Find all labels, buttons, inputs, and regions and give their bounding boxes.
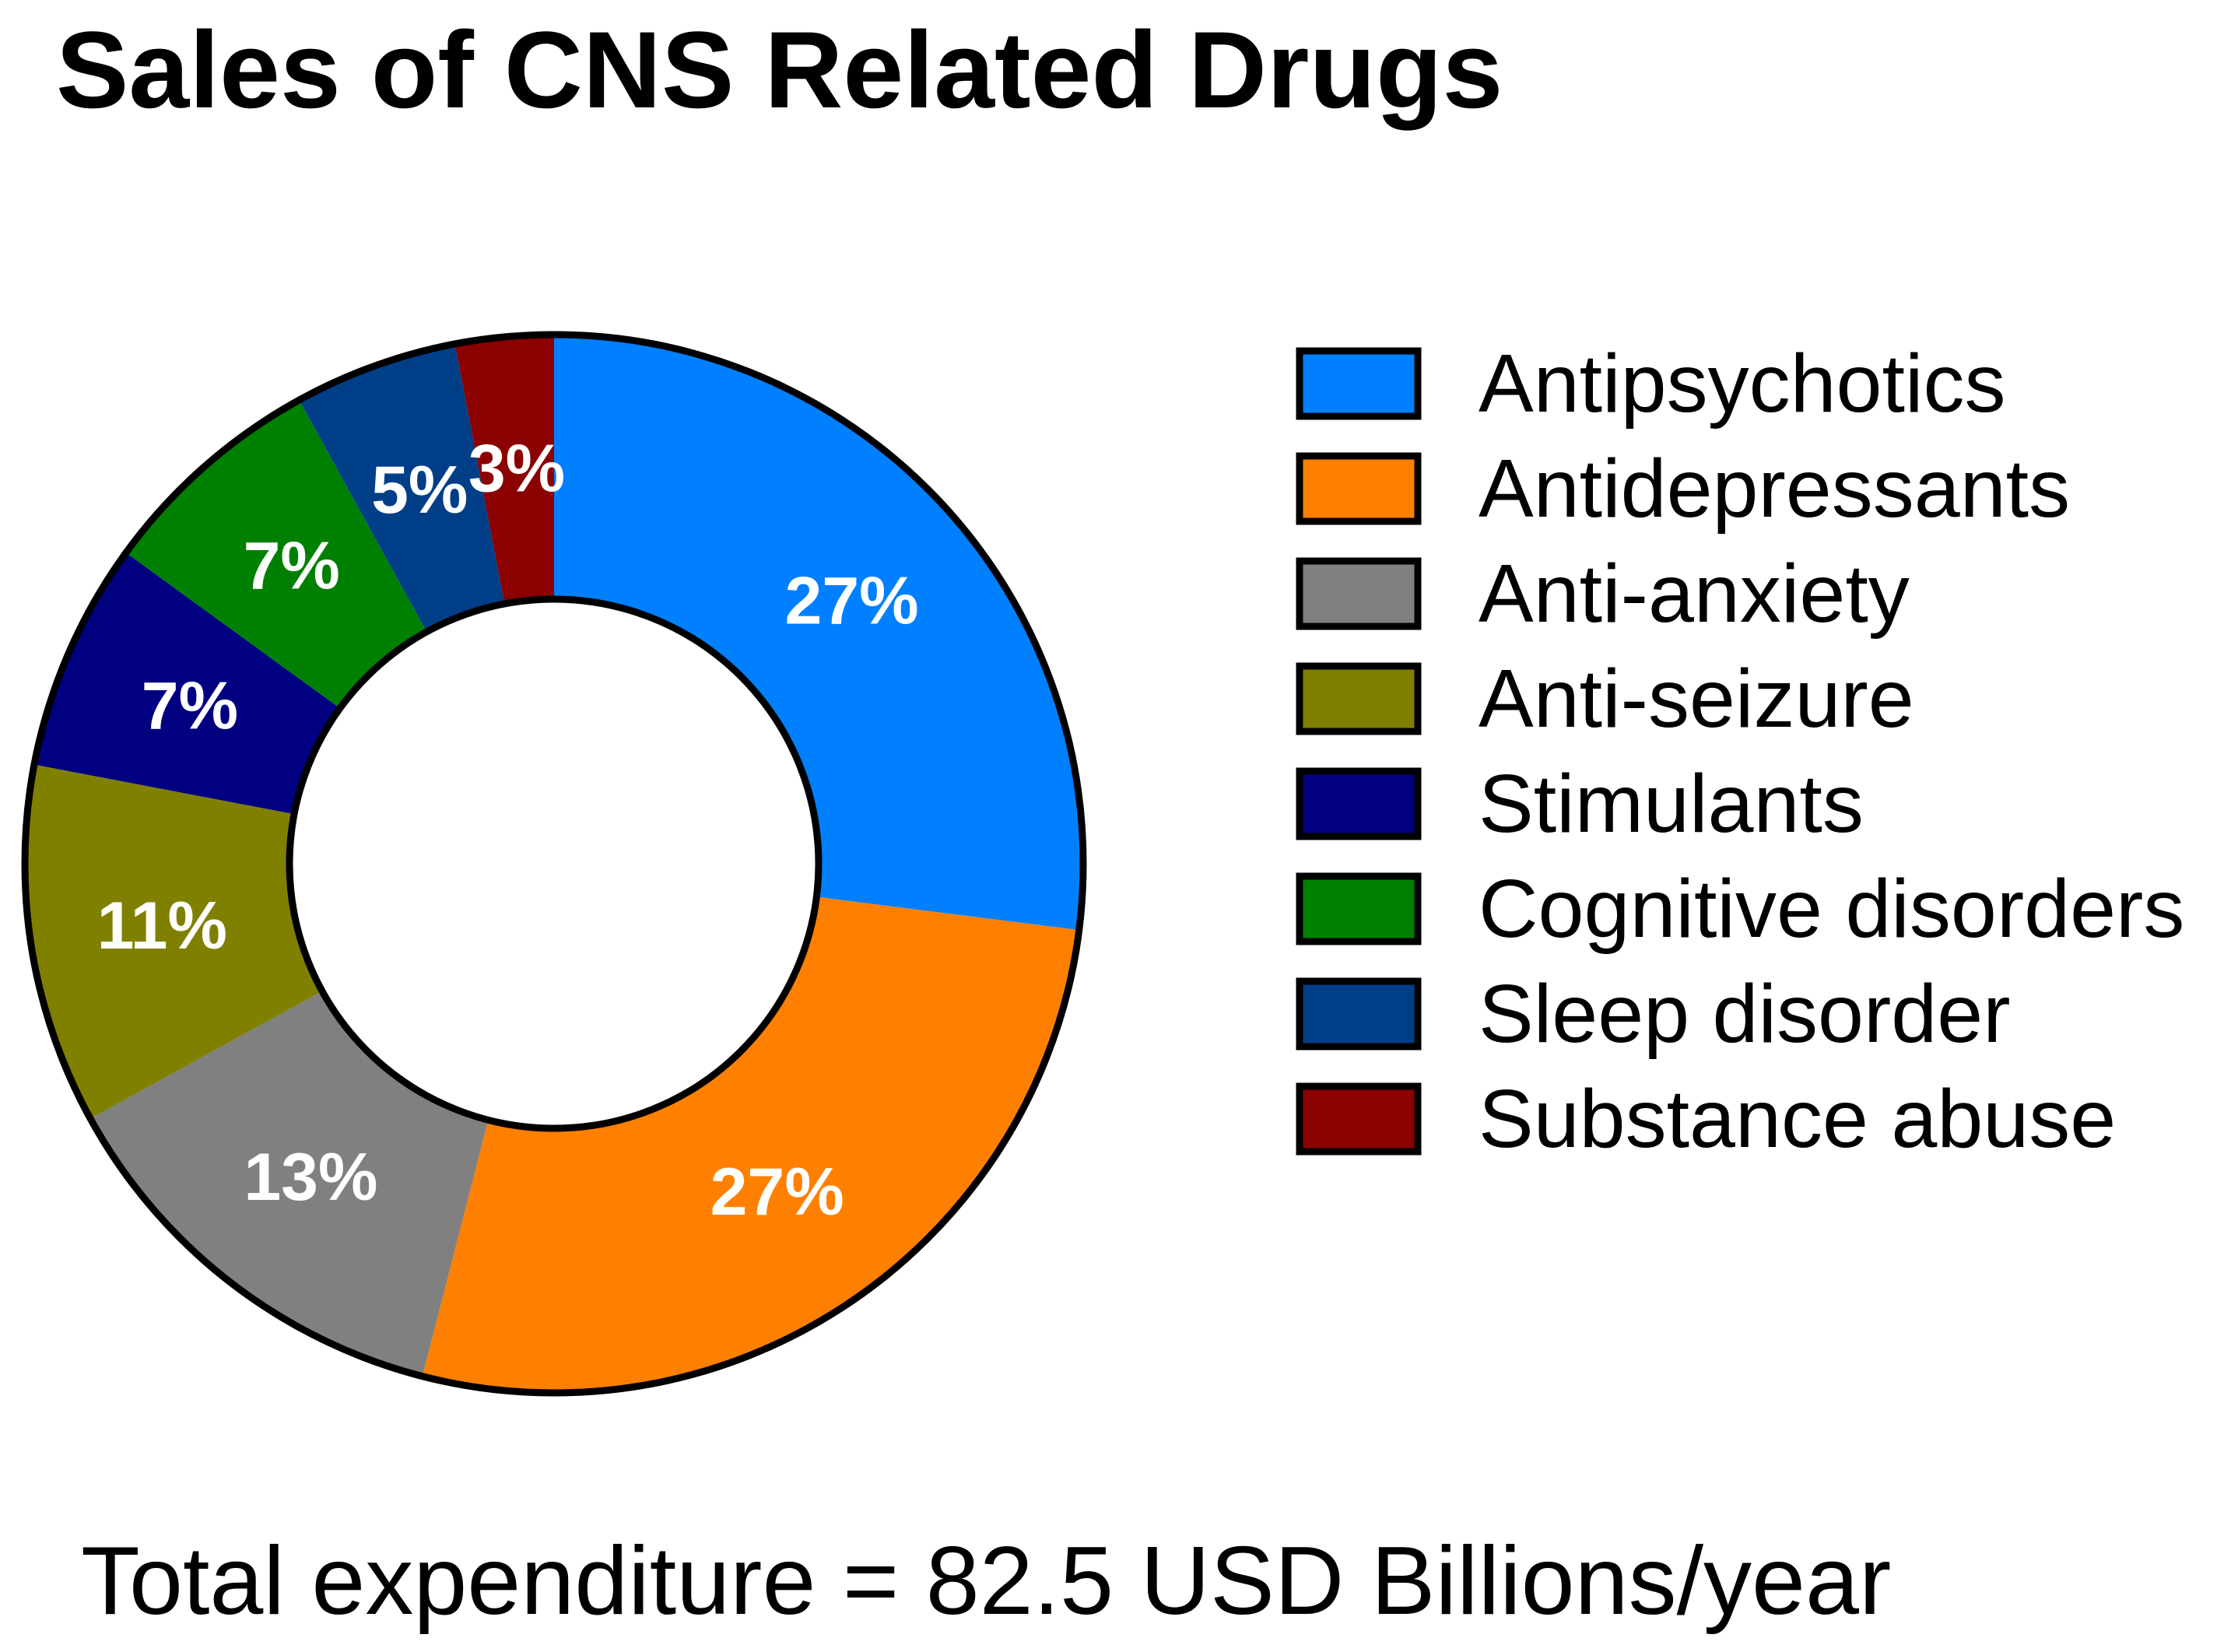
legend-swatch-anti-seizure bbox=[1296, 662, 1422, 735]
legend-swatch-anti-anxiety bbox=[1296, 557, 1422, 630]
legend-swatch-antidepressants bbox=[1296, 452, 1422, 525]
donut-outline bbox=[21, 331, 1087, 1397]
slice-stimulants bbox=[34, 552, 340, 815]
slice-label-substance-abuse: 3% bbox=[468, 431, 565, 506]
slice-label-stimulants: 7% bbox=[142, 668, 238, 743]
slice-anti-anxiety bbox=[90, 991, 489, 1377]
slice-label-antipsychotics: 27% bbox=[784, 564, 918, 639]
slice-label-cognitive-disorders: 7% bbox=[244, 528, 340, 603]
slice-antipsychotics bbox=[554, 335, 1083, 931]
slice-label-sleep-disorder: 5% bbox=[371, 453, 468, 528]
legend-label-anti-seizure: Anti-seizure bbox=[1479, 653, 1914, 745]
legend-label-stimulants: Stimulants bbox=[1479, 758, 1864, 850]
legend-label-cognitive-disorders: Cognitive disorders bbox=[1479, 863, 2184, 955]
legend-swatch-antipsychotics bbox=[1296, 347, 1422, 420]
legend-swatch-cognitive-disorders bbox=[1296, 872, 1422, 945]
legend-swatch-sleep-disorder bbox=[1296, 977, 1422, 1050]
legend-swatch-stimulants bbox=[1296, 767, 1422, 840]
slice-antidepressants bbox=[422, 896, 1079, 1394]
legend-label-anti-anxiety: Anti-anxiety bbox=[1479, 548, 1910, 640]
legend-label-antidepressants: Antidepressants bbox=[1479, 443, 2070, 535]
legend-label-sleep-disorder: Sleep disorder bbox=[1479, 968, 2011, 1060]
chart-title: Sales of CNS Related Drugs bbox=[56, 9, 1503, 131]
slice-cognitive-disorders bbox=[125, 400, 427, 709]
slice-sleep-disorder bbox=[299, 344, 505, 633]
donut-hole bbox=[286, 595, 823, 1132]
slice-labels: 27% 27% 13% 11% 7%7% 5% 3% bbox=[97, 431, 919, 1229]
legend-swatch-substance-abuse bbox=[1296, 1082, 1422, 1156]
donut-slices bbox=[21, 331, 1087, 1397]
legend-label-substance-abuse: Substance abuse bbox=[1479, 1073, 2116, 1165]
slice-label-antidepressants: 27% bbox=[710, 1155, 844, 1229]
total-expenditure-note: Total expenditure = 82.5 USD Billions/ye… bbox=[81, 1527, 1891, 1635]
slice-label-anti-seizure: 11% bbox=[97, 889, 227, 963]
slice-anti-seizure bbox=[25, 764, 323, 1119]
slice-substance-abuse bbox=[454, 335, 554, 605]
legend-label-antipsychotics: Antipsychotics bbox=[1479, 338, 2006, 430]
slice-label-anti-anxiety: 13% bbox=[244, 1140, 377, 1215]
legend: Antipsychotics Antidepressants Anti-anxiet… bbox=[1296, 338, 2184, 1165]
